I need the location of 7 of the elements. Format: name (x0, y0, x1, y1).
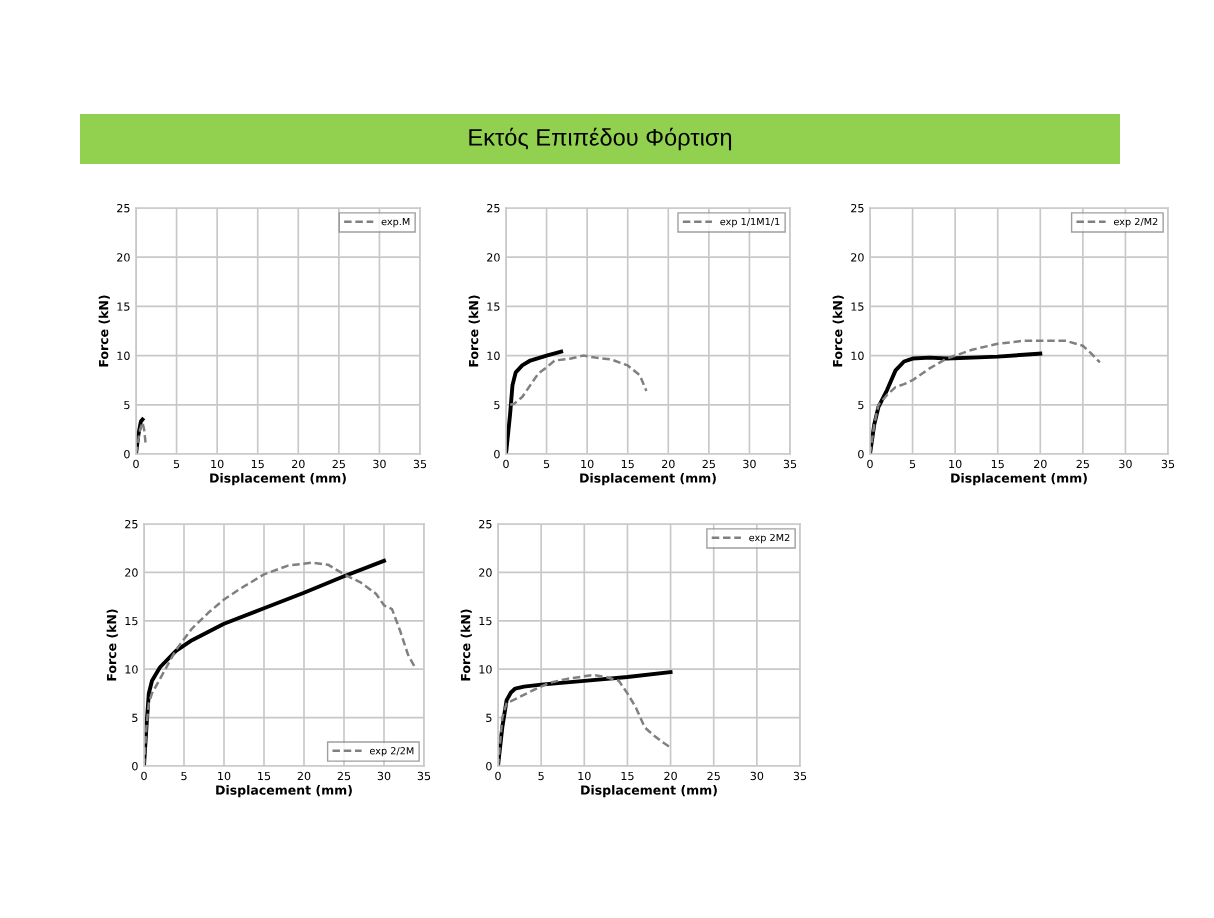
line-series (870, 351, 1043, 454)
line-series (506, 349, 564, 454)
text: Εκτός Επιπέδου Φόρτιση (469, 127, 732, 151)
line-series (870, 339, 1102, 454)
line-series (136, 421, 147, 454)
line-series (136, 417, 145, 454)
line-series (508, 354, 648, 407)
